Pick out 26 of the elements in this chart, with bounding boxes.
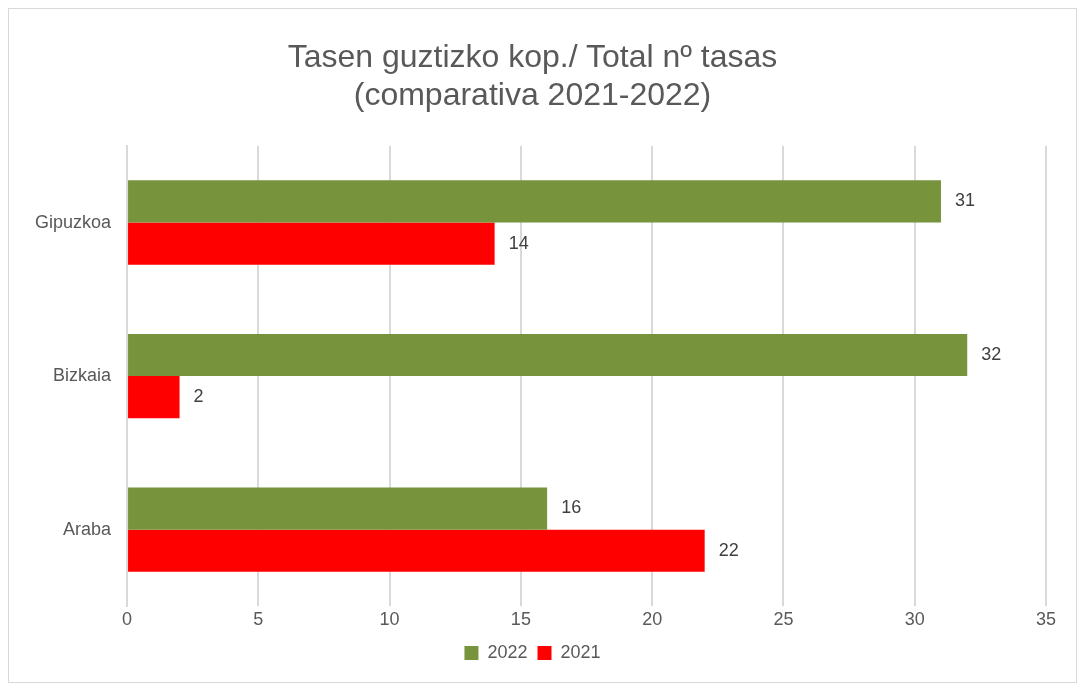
y-tick-label: Bizkaia — [53, 365, 113, 386]
bar — [128, 487, 548, 530]
bar — [128, 333, 968, 377]
data-label: 2 — [193, 386, 204, 407]
x-tick-label: 20 — [642, 609, 663, 630]
chart-title: Tasen guztizko kop./ Total nº tasas (comparativa 2021-2022) — [287, 38, 778, 113]
x-tick-label: 5 — [253, 609, 264, 630]
bar — [128, 222, 495, 265]
x-tick-label: 0 — [122, 609, 133, 630]
legend-label: 2021 — [560, 641, 601, 662]
bar — [128, 376, 180, 419]
x-tick-label: 15 — [510, 609, 531, 630]
x-tick-label: 30 — [904, 609, 925, 630]
data-label: 32 — [981, 343, 1002, 364]
data-label: 31 — [954, 190, 976, 211]
legend-label: 2022 — [487, 641, 528, 662]
x-tick-label: 10 — [379, 609, 400, 630]
data-label: 22 — [718, 539, 739, 560]
data-label: 16 — [561, 497, 582, 518]
y-tick-label: Gipuzkoa — [35, 211, 113, 232]
x-tick-label: 25 — [773, 609, 794, 630]
bar — [128, 529, 705, 572]
y-tick-label: Araba — [63, 518, 113, 539]
bar — [128, 180, 941, 223]
data-label: 14 — [508, 232, 529, 253]
x-tick-label: 35 — [1035, 609, 1057, 630]
